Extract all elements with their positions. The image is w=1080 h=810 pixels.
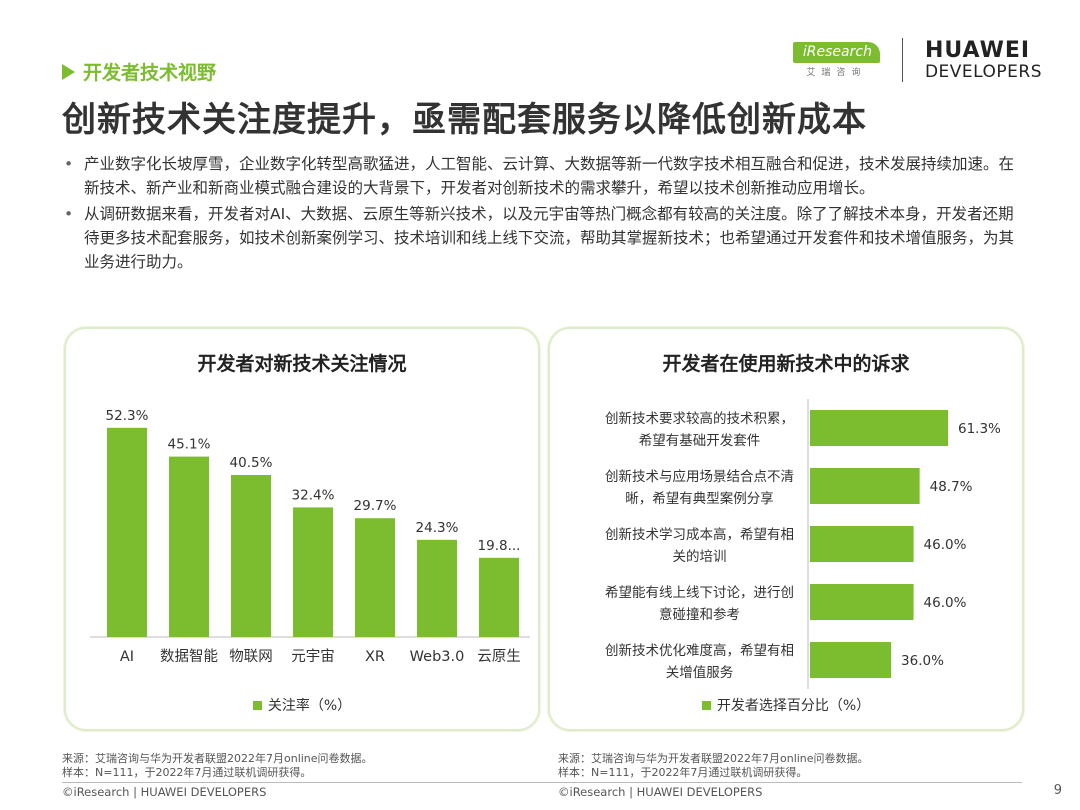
y-tick-label: 创新技术与应用场景结合点不清	[605, 468, 794, 485]
y-tick-label-line2: 意碰撞和参考	[659, 606, 740, 623]
huawei-logo-line1: HUAWEI	[924, 37, 1031, 63]
x-tick-label: 云原生	[477, 648, 521, 665]
bullet-item: 从调研数据来看，开发者对AI、大数据、云原生等新兴技术，以及元宇宙等热门概念都有…	[62, 202, 1022, 274]
chart-panel-attention: 开发者对新技术关注情况 52.3% AI 45.1% 数据智能 40.5% 物联网 32.4…	[64, 327, 540, 731]
x-tick-label: Web3.0	[410, 649, 465, 665]
bar	[169, 456, 209, 637]
chart-title: 开发者对新技术关注情况	[197, 353, 407, 375]
section-label-text: 开发者技术视野	[83, 62, 217, 84]
bar	[810, 584, 914, 620]
bar-value-label: 19.8...	[478, 538, 521, 554]
bar	[355, 518, 395, 637]
chart-legend: 关注率（%）	[66, 695, 538, 715]
legend-label: 开发者选择百分比（%）	[716, 698, 871, 714]
page-title: 创新技术关注度提升，亟需配套服务以降低创新成本	[62, 100, 867, 140]
y-tick-label: 创新技术要求较高的技术积累，	[605, 410, 794, 427]
chart-legend: 开发者选择百分比（%）	[550, 695, 1022, 715]
attention-bar-chart: 52.3% AI 45.1% 数据智能 40.5% 物联网 32.4% 元宇宙 29.7% XR 2…	[90, 408, 530, 665]
huawei-logo-line2: DEVELOPERS	[924, 61, 1042, 82]
footer-copyright-left: ©iResearch | HUAWEI DEVELOPERS	[62, 785, 267, 799]
iresearch-logo: iResearch 艾瑞咨询	[792, 42, 880, 78]
bar	[810, 410, 948, 446]
y-tick-label-line2: 关的培训	[673, 549, 727, 565]
bar-value-label: 45.1%	[168, 437, 211, 453]
logo-bar: iResearch 艾瑞咨询 HUAWEI DEVELOPERS	[792, 37, 1042, 82]
source-note-right: 来源：艾瑞咨询与华为开发者联盟2022年7月online问卷数据。 样本：N=1…	[558, 752, 869, 780]
bar	[107, 427, 147, 637]
iresearch-logo-text: iResearch	[792, 42, 880, 63]
source-note-left: 来源：艾瑞咨询与华为开发者联盟2022年7月online问卷数据。 样本：N=1…	[62, 752, 373, 780]
section-label: 开发者技术视野	[62, 58, 216, 85]
sample-line: 样本：N=111，于2022年7月通过联机调研获得。	[558, 766, 808, 779]
legend-swatch	[701, 700, 711, 710]
bar-value-label: 29.7%	[354, 498, 397, 514]
source-line: 来源：艾瑞咨询与华为开发者联盟2022年7月online问卷数据。	[558, 752, 869, 765]
bar-value-label: 40.5%	[230, 455, 273, 471]
bar-value-label: 61.3%	[958, 421, 1001, 437]
huawei-developers-logo: HUAWEI DEVELOPERS	[924, 37, 1042, 82]
source-line: 来源：艾瑞咨询与华为开发者联盟2022年7月online问卷数据。	[62, 752, 373, 765]
bar-value-label: 48.7%	[930, 479, 973, 495]
y-tick-label: 希望能有线上线下讨论，进行创	[605, 585, 794, 601]
demands-bar-chart: 61.3% 创新技术要求较高的技术积累， 希望有基础开发套件 48.7% 创新技术与应用…	[605, 399, 1001, 689]
chart-panel-demands: 开发者在使用新技术中的诉求 61.3% 创新技术要求较高的技术积累， 希望有基础开发…	[548, 327, 1024, 731]
y-tick-label-line2: 关增值服务	[666, 665, 734, 681]
bar-value-label: 46.0%	[924, 537, 967, 553]
x-tick-label: AI	[120, 649, 134, 665]
bar-value-label: 24.3%	[416, 520, 459, 536]
y-tick-label-line2: 晰，希望有典型案例分享	[625, 490, 774, 507]
play-triangle-icon	[62, 63, 75, 80]
bar	[810, 526, 914, 562]
page-number: 9	[1053, 783, 1062, 798]
bullet-list: 产业数字化长坡厚雪，企业数字化转型高歌猛进，人工智能、云计算、大数据等新一代数字…	[62, 152, 1022, 276]
bar	[417, 539, 457, 637]
bar	[810, 642, 892, 678]
bar-value-label: 32.4%	[292, 487, 335, 503]
footer-divider	[62, 782, 1022, 783]
logo-divider	[901, 38, 903, 82]
bar-value-label: 52.3%	[106, 408, 149, 424]
bar	[231, 475, 271, 637]
y-tick-label: 创新技术学习成本高，希望有相	[605, 526, 794, 543]
x-tick-label: 元宇宙	[291, 648, 335, 665]
bar	[479, 557, 519, 637]
x-tick-label: XR	[365, 649, 385, 665]
legend-label: 关注率（%）	[267, 698, 352, 714]
legend-swatch	[252, 700, 262, 710]
chart-title: 开发者在使用新技术中的诉求	[662, 353, 910, 375]
y-tick-label: 创新技术优化难度高，希望有相	[605, 642, 794, 659]
bar	[293, 507, 333, 637]
x-tick-label: 物联网	[229, 648, 273, 665]
y-tick-label-line2: 希望有基础开发套件	[639, 432, 761, 449]
bar	[810, 468, 920, 504]
bar-value-label: 36.0%	[901, 653, 944, 669]
bar-value-label: 46.0%	[924, 595, 967, 611]
iresearch-logo-cn: 艾瑞咨询	[806, 68, 867, 78]
sample-line: 样本：N=111，于2022年7月通过联机调研获得。	[62, 766, 312, 779]
bullet-item: 产业数字化长坡厚雪，企业数字化转型高歌猛进，人工智能、云计算、大数据等新一代数字…	[62, 152, 1022, 200]
footer-copyright-right: ©iResearch | HUAWEI DEVELOPERS	[558, 785, 763, 799]
x-tick-label: 数据智能	[160, 648, 218, 665]
